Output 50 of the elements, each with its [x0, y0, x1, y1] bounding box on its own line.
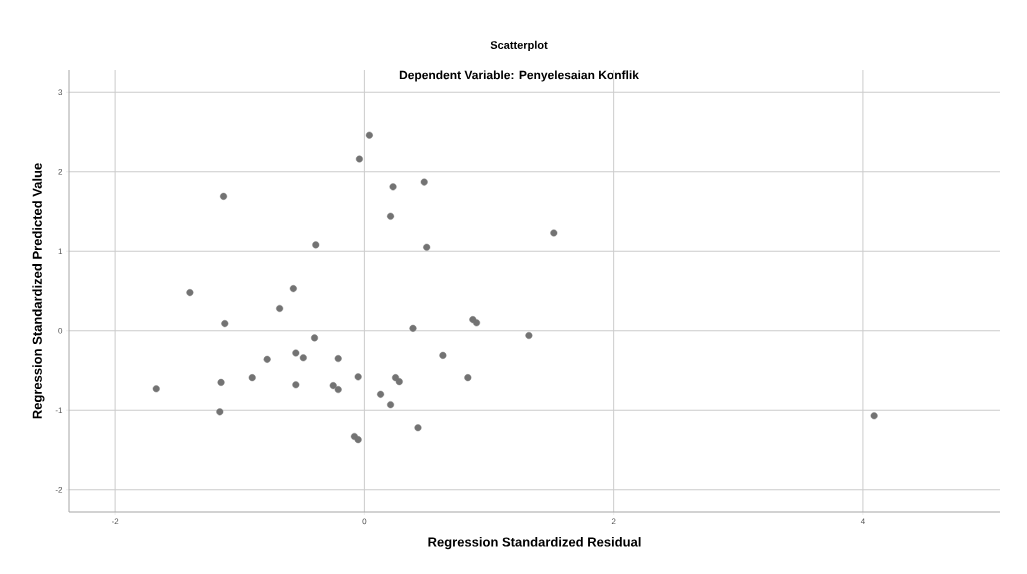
chart-subtitle: Dependent Variable: Penyelesaian Konflik — [399, 70, 639, 82]
point — [152, 385, 160, 393]
point — [221, 320, 229, 328]
y-axis-title: Regression Standardized Predicted Value — [32, 163, 45, 419]
point — [423, 243, 431, 251]
y-tick-label: -1 — [55, 407, 63, 413]
point — [217, 378, 225, 386]
point — [525, 332, 533, 340]
x-tick-label: 2 — [611, 518, 616, 525]
y-tick-label: 0 — [58, 327, 63, 334]
chart-title: Scatterplot — [490, 40, 548, 52]
point — [389, 183, 397, 191]
point — [334, 355, 342, 363]
point — [420, 178, 428, 186]
point — [334, 386, 342, 394]
point — [248, 374, 256, 382]
point — [365, 131, 373, 139]
point — [220, 192, 228, 200]
point — [387, 401, 395, 409]
point — [299, 354, 307, 362]
point — [395, 378, 403, 386]
point — [354, 373, 362, 381]
point — [870, 412, 878, 420]
x-tick-label: 4 — [860, 518, 865, 525]
point — [292, 349, 300, 357]
point — [409, 324, 417, 332]
y-tick-label: 1 — [58, 248, 63, 254]
x-tick-label: -2 — [111, 518, 119, 525]
y-tick-label: 3 — [58, 89, 63, 96]
point — [464, 374, 472, 382]
point — [311, 334, 319, 342]
y-tick-label: -2 — [55, 486, 63, 493]
point — [387, 212, 395, 220]
point — [292, 381, 300, 389]
point — [354, 436, 362, 444]
x-axis-title: Regression Standardized Residual — [428, 537, 641, 550]
point — [377, 390, 385, 398]
point — [439, 351, 447, 359]
point — [263, 355, 271, 363]
point — [414, 424, 422, 432]
point — [216, 408, 224, 416]
x-tick-label: 0 — [362, 518, 367, 525]
point — [473, 319, 481, 327]
point — [289, 285, 297, 293]
point — [186, 289, 194, 297]
point — [312, 241, 320, 249]
point — [355, 155, 363, 163]
point — [550, 229, 558, 237]
point — [276, 304, 284, 312]
y-tick-label: 2 — [58, 168, 63, 175]
